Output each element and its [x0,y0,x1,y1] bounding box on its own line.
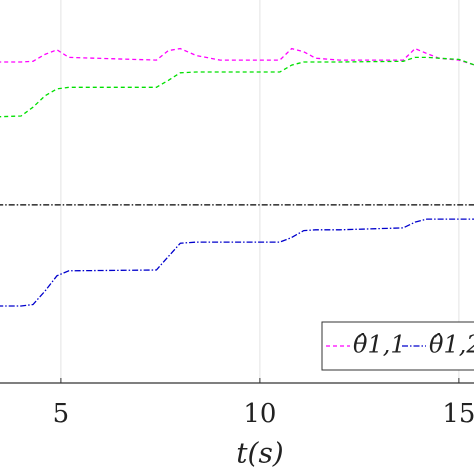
x-tick-label: 10 [243,399,276,429]
x-axis-label: t(s) [236,437,283,470]
legend-box [321,321,474,371]
x-tick-label: 15 [442,399,474,429]
legend-label: θ̂1,2 [429,331,474,359]
data-line [0,218,474,307]
x-tick-label: 5 [53,399,70,429]
data-line [0,56,474,118]
legend-label: θ̂1,1 [353,331,406,359]
data-line [0,47,474,66]
